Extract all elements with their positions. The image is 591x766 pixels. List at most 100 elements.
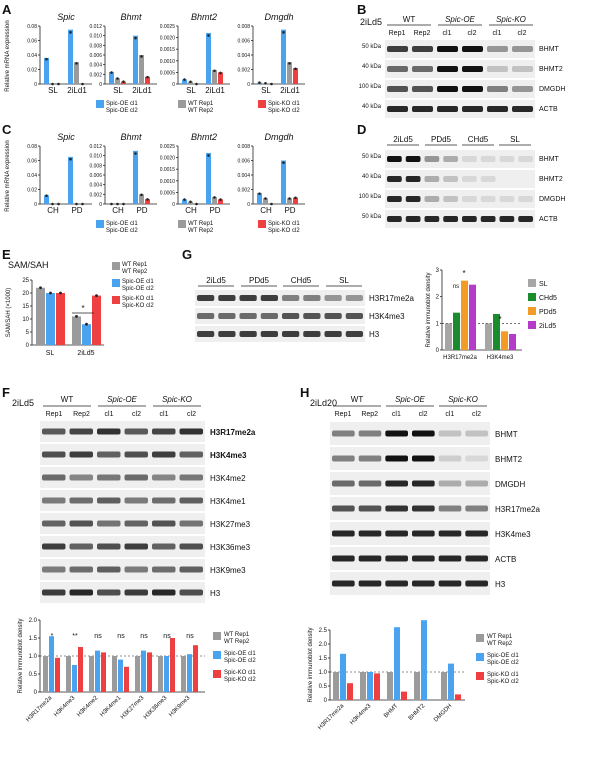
f-bar <box>170 638 175 692</box>
f-blot-band <box>152 428 176 435</box>
h-blot-band <box>385 480 408 487</box>
gene-title-bhmt2: Bhmt2 <box>191 12 217 22</box>
h-legend-label: Spic-KO cl2 <box>487 679 519 685</box>
panel-letter-e: E <box>2 247 11 262</box>
y-tick-label: 0.006 <box>237 39 250 45</box>
point <box>213 196 216 199</box>
g-sig: * <box>462 269 465 278</box>
f-blot-membrane <box>40 559 205 580</box>
h-blot-band <box>385 555 408 562</box>
d-blot-band <box>499 216 515 222</box>
point <box>183 78 186 81</box>
f-bar <box>55 657 60 692</box>
h-y-tick-label: 2.0 <box>319 642 328 648</box>
point <box>207 34 210 37</box>
h-blot-band <box>465 505 488 512</box>
e-bar <box>82 324 91 345</box>
point <box>140 55 143 58</box>
h-legend-swatch <box>476 653 484 661</box>
d-blot-band <box>405 196 421 202</box>
h-blot-band <box>332 530 355 537</box>
e-legend-label: WT Rep1 <box>122 262 148 268</box>
f-condition: 2iLd5 <box>12 398 34 408</box>
f-bar <box>141 650 146 692</box>
g-group-label: SL <box>339 276 349 285</box>
e-x-label: 2iLd5 <box>77 350 94 357</box>
b-blot-membrane <box>385 80 535 98</box>
b-lane-label: cl1 <box>493 30 502 37</box>
h-bar <box>367 672 373 700</box>
y-tick-label: 0.0020 <box>160 156 176 162</box>
point <box>207 154 210 157</box>
h-blot-band <box>412 555 435 562</box>
g-legend-swatch <box>528 293 536 301</box>
f-blot-band <box>69 543 93 550</box>
y-tick-label: 0.008 <box>237 24 250 30</box>
point <box>189 200 192 204</box>
h-band-label: H3K4me3 <box>495 530 531 539</box>
gene-title-spic: Spic <box>57 132 75 142</box>
f-blot-band <box>97 566 121 573</box>
h-blot-membrane <box>330 572 490 595</box>
y-tick-label: 0 <box>99 202 102 208</box>
h-blot-band <box>358 430 382 437</box>
f-bar <box>89 656 94 692</box>
f-blot-band <box>124 497 148 504</box>
f-sig: ns <box>163 633 171 640</box>
legend-label: Spic-OE cl2 <box>106 108 138 114</box>
f-blot-band <box>152 451 176 458</box>
bar-C-bhmt2 <box>212 197 217 204</box>
f-bar <box>66 656 71 692</box>
point <box>51 82 54 86</box>
legend-label: Spic-KO cl1 <box>268 101 300 107</box>
h-band-label: H3 <box>495 580 506 589</box>
y-axis-label: Relative mRNA expression <box>5 140 11 211</box>
b-lane-label: cl1 <box>443 30 452 37</box>
g-blot-membrane <box>195 326 365 342</box>
legend-label: Spic-KO cl2 <box>268 108 300 114</box>
y-tick-label: 0.0025 <box>160 24 176 30</box>
y-tick-label: 0.08 <box>27 24 37 30</box>
h-x-label: H3R17me2a <box>317 703 346 732</box>
panel-letter-d: D <box>357 122 367 137</box>
e-y-tick-label: 5 <box>26 330 30 336</box>
b-marker: 40 kDa <box>362 64 382 70</box>
f-blot-membrane <box>40 536 205 557</box>
bar-C-dmgdh <box>257 193 262 204</box>
f-sig: ns <box>186 633 194 640</box>
h-legend-swatch <box>476 634 484 642</box>
f-blot-band <box>152 520 176 527</box>
h-y-tick-label: 0.5 <box>319 684 328 690</box>
point <box>270 202 273 206</box>
e-y-tick-label: 25 <box>22 278 29 284</box>
gene-title-bhmt: Bhmt <box>120 132 142 142</box>
point <box>116 77 119 80</box>
e-title: SAM/SAH <box>8 260 49 270</box>
legend-label: Spic-KO cl2 <box>268 228 300 234</box>
d-blot-band <box>480 216 496 222</box>
h-bar <box>441 672 447 700</box>
h-blot-band <box>438 455 462 462</box>
b-blot-band <box>387 66 408 72</box>
point <box>146 75 149 79</box>
g-blot-band <box>345 313 363 319</box>
y-tick-label: 0.04 <box>27 53 37 59</box>
bar-A-bhmt2 <box>182 79 187 84</box>
x-label: 2iLd1 <box>280 86 300 95</box>
f-blot-band <box>124 451 148 458</box>
b-blot-membrane <box>385 100 535 118</box>
d-blot-band <box>424 176 440 182</box>
h-blot-membrane <box>330 472 490 495</box>
point <box>110 202 113 206</box>
f-blot-band <box>42 451 66 458</box>
bar-C-dmgdh <box>293 197 298 204</box>
point <box>75 202 78 206</box>
d-blot-band <box>387 176 402 182</box>
g-blot-band <box>282 313 300 319</box>
b-marker: 100 kDa <box>359 84 382 90</box>
f-lane-label: cl1 <box>160 411 169 418</box>
h-legend-label: Spic-OE cl2 <box>487 660 519 666</box>
bar-A-bhmt <box>145 76 150 84</box>
f-lane-label: Rep2 <box>73 411 90 418</box>
